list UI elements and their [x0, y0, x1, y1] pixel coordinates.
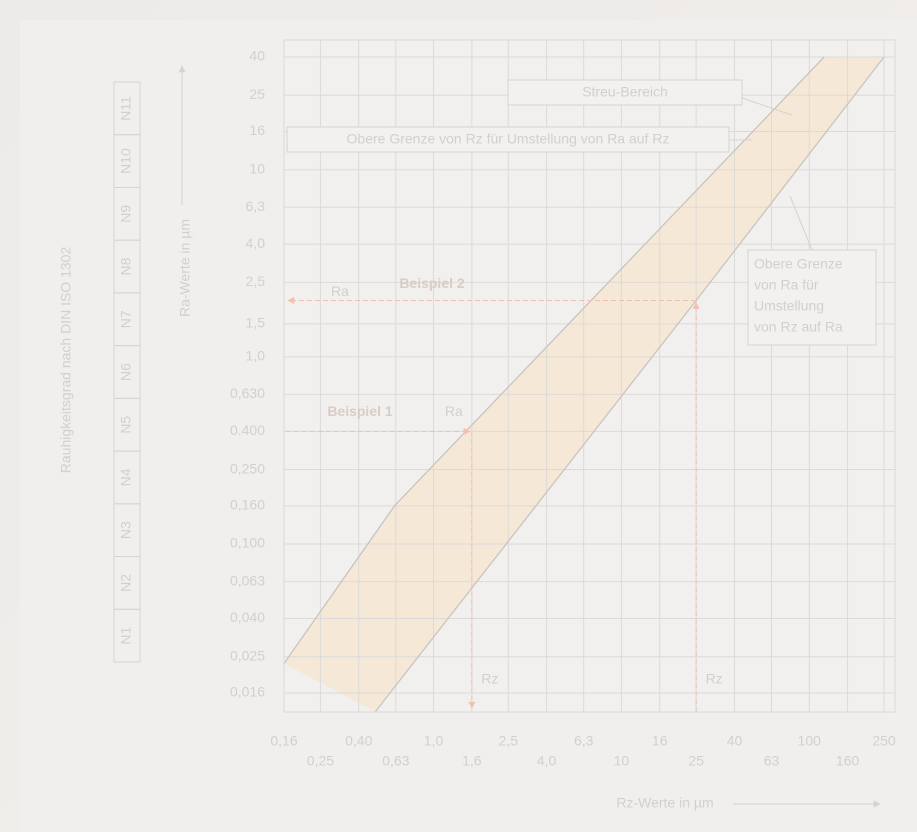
example-rz-text: Rz: [481, 671, 498, 687]
leader-line: [741, 97, 793, 116]
grade-label: N9: [118, 205, 134, 223]
y-tick-label: 6,3: [246, 198, 266, 214]
leader-line: [789, 195, 813, 251]
example-label: Beispiel 2: [399, 275, 465, 291]
grade-box: [113, 81, 141, 136]
x-tick-label: 40: [727, 733, 743, 749]
x-tick-label: 10: [614, 753, 630, 769]
x-tick-label: 16: [652, 733, 668, 749]
annotation-box: [507, 79, 743, 106]
grade-label: N8: [118, 257, 134, 275]
x-tick-label: 250: [872, 733, 896, 749]
x-axis-label: Rz-Werte in µm: [616, 795, 713, 811]
annotation: Obere Grenze von Rz für Umstellung von R…: [347, 131, 670, 147]
example-label: Beispiel 1: [327, 403, 393, 419]
x-tick-label: 100: [798, 733, 822, 749]
example-ra-text: Ra: [331, 283, 349, 299]
y-tick-label: 4,0: [246, 235, 266, 251]
y-tick-label: 0,016: [230, 684, 265, 700]
grade-label: N6: [118, 363, 134, 381]
x-tick-label: 0,40: [345, 733, 372, 749]
y-axis-label: Ra-Werte in µm: [177, 219, 193, 317]
x-tick-label: 0,63: [382, 753, 409, 769]
y-tick-label: 0,630: [230, 385, 265, 401]
y-tick-label: 40: [249, 48, 265, 64]
y-tick-label: 0,100: [230, 535, 265, 551]
grade-label: N3: [118, 521, 134, 539]
x-tick-label: 25: [688, 753, 704, 769]
y-tick-label: 0,160: [230, 497, 265, 513]
y-tick-label: 2,5: [246, 273, 266, 289]
y-tick-label: 10: [249, 160, 265, 176]
y-tick-label: 0,025: [230, 647, 265, 663]
plot-frame: [283, 39, 896, 713]
y-tick-label: 16: [249, 122, 265, 138]
grade-label: N10: [118, 148, 134, 174]
x-tick-label: 160: [836, 753, 860, 769]
grade-label: N2: [118, 574, 134, 592]
annotation-box: [286, 126, 730, 153]
grade-label: N11: [118, 96, 134, 121]
grade-axis-label: Rauhigkeitsgrad nach DIN ISO 1302: [58, 247, 74, 474]
grade-label: N5: [118, 416, 134, 434]
grade-label: N1: [118, 626, 134, 644]
grade-label: N7: [118, 310, 134, 328]
y-tick-label: 0.400: [230, 422, 265, 438]
y-tick-label: 1,5: [246, 315, 266, 331]
example-ra-text: Ra: [445, 403, 463, 419]
annotation-box: [747, 249, 877, 346]
x-tick-label: 1,6: [462, 753, 482, 769]
x-tick-label: 6,3: [574, 733, 594, 749]
example-rz-text: Rz: [706, 671, 723, 687]
x-tick-label: 0,25: [307, 753, 334, 769]
y-tick-label: 1,0: [246, 348, 266, 364]
annotation-line: von Ra für: [754, 277, 819, 293]
x-tick-label: 0,16: [270, 733, 297, 749]
y-tick-label: 25: [249, 86, 265, 102]
annotation-line: Obere Grenze: [754, 256, 843, 272]
grade-label: N4: [118, 468, 134, 486]
line: [284, 56, 825, 664]
y-tick-label: 0,250: [230, 460, 265, 476]
annotation-line: von Rz auf Ra: [754, 319, 843, 335]
annotation-line: Umstellung: [754, 298, 824, 314]
annotation: Streu-Bereich: [582, 84, 668, 100]
y-tick-label: 0,063: [230, 572, 265, 588]
x-tick-label: 4,0: [537, 753, 557, 769]
y-tick-label: 0,040: [230, 609, 265, 625]
x-tick-label: 63: [764, 753, 780, 769]
x-tick-label: 1,0: [424, 733, 444, 749]
x-tick-label: 2,5: [499, 733, 519, 749]
